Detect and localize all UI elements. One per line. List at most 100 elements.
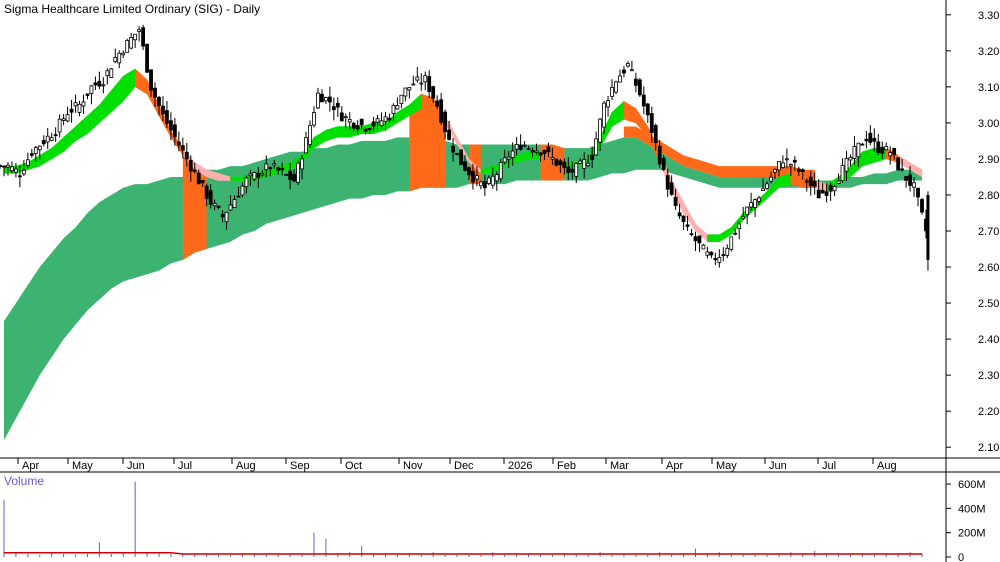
candle-body (41, 139, 46, 145)
short-ema-segment (337, 126, 350, 138)
candle-body (236, 195, 241, 198)
candle-body (300, 158, 304, 170)
candle-body (403, 87, 408, 97)
time-tick-label: Apr (666, 460, 683, 472)
time-tick-label: Jun (769, 460, 787, 472)
candle-body (554, 158, 559, 166)
candle-body (482, 180, 487, 189)
price-tick-label: 3.10 (978, 82, 999, 94)
candle-body (737, 223, 742, 229)
candle-body (172, 124, 177, 138)
candle-body (860, 143, 865, 146)
candle-body (196, 172, 201, 185)
candle-body (176, 141, 181, 146)
candle-body (216, 205, 221, 208)
candle-body (816, 189, 821, 199)
candle-body (383, 116, 388, 122)
candle-body (912, 182, 916, 188)
candle-body (546, 146, 551, 153)
candle-body (17, 175, 22, 178)
candle-body (606, 100, 610, 108)
candle-body (594, 138, 599, 156)
candle-body (14, 168, 18, 173)
candle-body (590, 154, 595, 160)
candle-body (288, 170, 293, 180)
candle-body (264, 163, 269, 171)
candle-body (693, 236, 698, 242)
price-tick-label: 2.80 (978, 190, 999, 202)
candle-body (677, 212, 682, 217)
candle-body (2, 165, 6, 168)
candle-body (602, 102, 606, 128)
volume-panel: 600M 400M 200M 0 (3, 479, 986, 562)
candle-body (808, 176, 813, 186)
candle-body (777, 160, 781, 171)
candle-body (880, 146, 885, 154)
candle-body (550, 157, 555, 160)
candle-body (725, 247, 730, 256)
candle-body (367, 127, 372, 130)
time-tick-label: Sep (290, 460, 310, 472)
candle-body (137, 29, 142, 32)
long-ema-band-area (4, 137, 922, 440)
candle-body (347, 119, 352, 123)
candle-body (633, 78, 638, 86)
candle-body (363, 128, 368, 132)
candle-body (169, 120, 173, 131)
candle-body (57, 118, 62, 133)
candle-body (85, 93, 90, 96)
candle-body (562, 161, 567, 168)
price-tick-label: 2.60 (978, 262, 999, 274)
candle-body (439, 99, 444, 123)
candle-body (399, 94, 404, 105)
candle-body (435, 100, 440, 107)
candle-body (427, 76, 432, 93)
candle-body (629, 69, 634, 72)
candle-body (268, 167, 273, 170)
candle-body (796, 168, 801, 172)
candle-body (304, 137, 308, 154)
candle-body (804, 180, 809, 183)
candle-body (308, 125, 312, 146)
candle-body (697, 235, 702, 244)
candle-body (753, 199, 757, 208)
candle-body (141, 27, 145, 47)
price-tick-label: 2.70 (978, 226, 999, 238)
candle-body (765, 183, 769, 189)
candle-body (296, 162, 300, 183)
candle-body (395, 105, 400, 110)
candle-body (109, 68, 114, 78)
candle-body (93, 82, 98, 86)
candle-body (192, 169, 197, 173)
candle-body (840, 165, 845, 182)
volume-tick-label: 600M (958, 479, 986, 491)
candle-body (926, 194, 930, 260)
candle-body (228, 204, 233, 211)
candle-body (832, 185, 837, 192)
candle-body (908, 174, 912, 186)
candle-body (570, 168, 575, 173)
candle-body (351, 122, 356, 129)
candle-body (534, 150, 539, 153)
candle-body (0, 165, 2, 167)
candle-body (709, 251, 714, 256)
candle-body (343, 116, 348, 119)
candle-body (844, 158, 849, 172)
candle-body (614, 81, 618, 93)
candle-body (276, 167, 281, 171)
candle-body (157, 96, 161, 107)
volume-tick-label: 0 (958, 552, 964, 562)
candle-body (626, 63, 630, 67)
time-tick-label: Aug (877, 460, 897, 472)
candle-body (379, 120, 384, 126)
candle-body (745, 206, 750, 216)
candle-body (486, 177, 491, 184)
candle-body (502, 157, 507, 163)
candle-body (49, 137, 54, 141)
candle-body (161, 105, 165, 115)
candle-body (443, 111, 448, 133)
candle-body (864, 138, 869, 142)
candle-body (316, 92, 320, 109)
